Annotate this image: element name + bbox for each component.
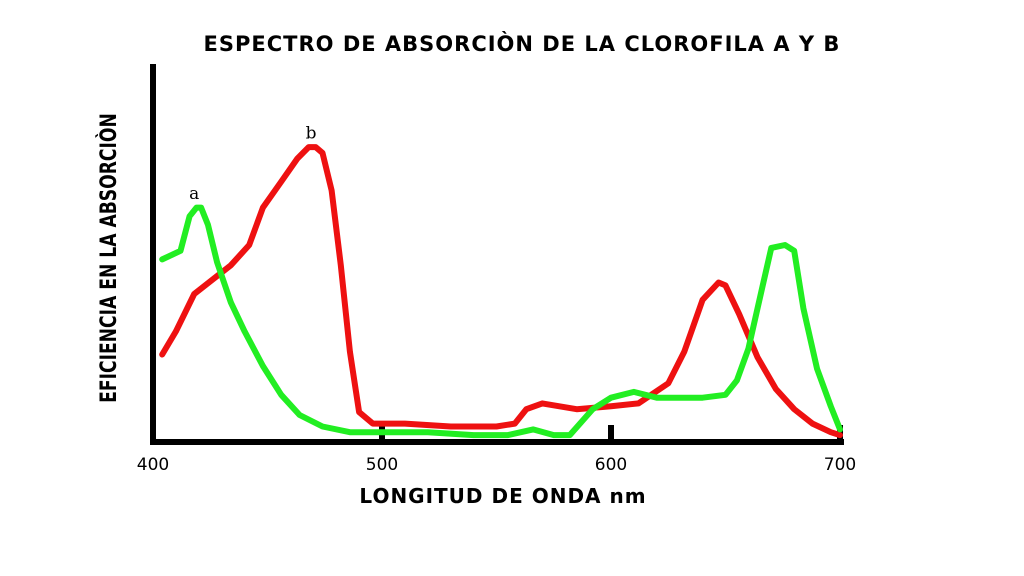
series-line-chlorophyll-a bbox=[159, 204, 843, 439]
annotation-b: b bbox=[306, 123, 317, 143]
y-axis-label: EFICIENCIA EN LA ABSORCIÒN bbox=[95, 113, 122, 403]
x-tick-label-400: 400 bbox=[137, 455, 169, 475]
series-line-chlorophyll-b bbox=[159, 144, 843, 439]
x-tick-label-600: 600 bbox=[595, 455, 627, 475]
annotation-a: a bbox=[189, 184, 199, 204]
x-axis-label: LONGITUD DE ONDA nm bbox=[359, 484, 646, 508]
x-tick-label-700: 700 bbox=[824, 455, 856, 475]
x-tick-label-500: 500 bbox=[366, 455, 398, 475]
chart-title: ESPECTRO DE ABSORCIÒN DE LA CLOROFILA A … bbox=[204, 31, 841, 56]
